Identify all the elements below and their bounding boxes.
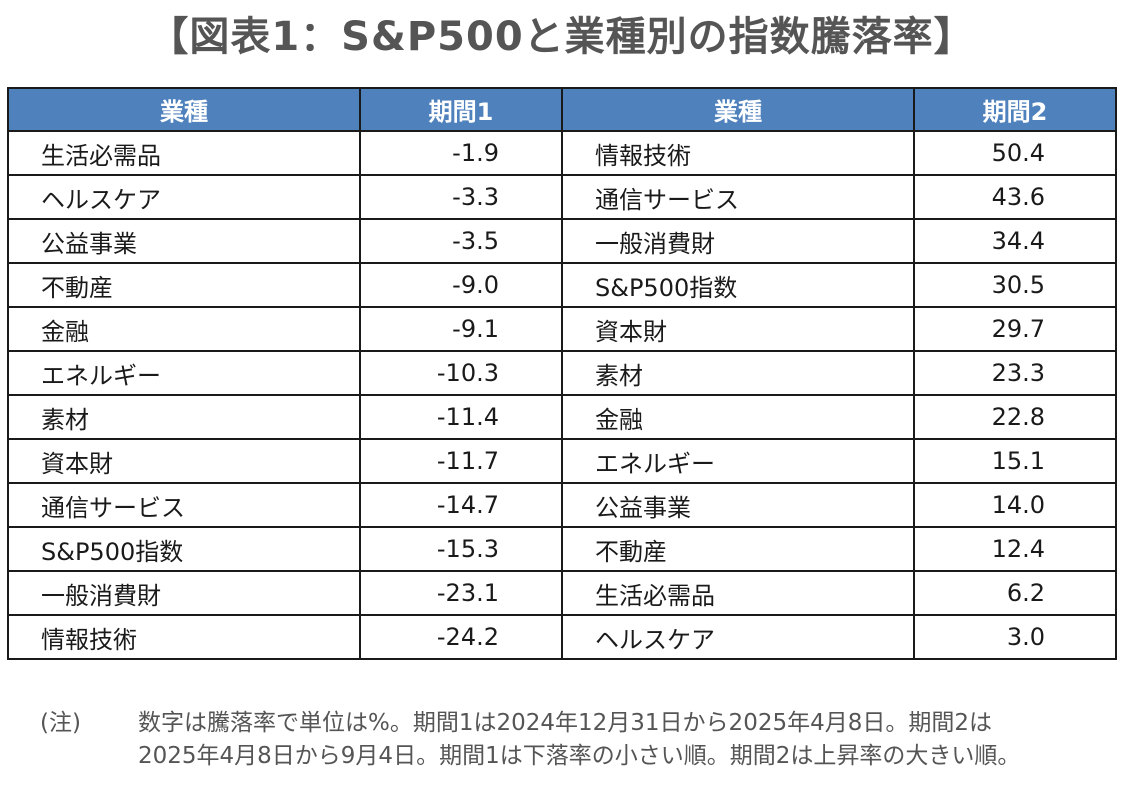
sector-performance-table: 業種 期間1 業種 期間2 生活必需品 -1.9 情報技術 50.4 ヘルスケア -3.3… xyxy=(7,87,1117,660)
value-cell-period-2: 14.0 xyxy=(913,482,1117,528)
sector-cell-period-2: 通信サービス xyxy=(561,174,915,220)
table-header-row: 業種 期間1 業種 期間2 xyxy=(7,87,1117,132)
value-cell-period-1: -11.4 xyxy=(359,394,563,440)
footnote-text: 数字は騰落率で単位は%。期間1は2024年12月31日から2025年4月8日。期… xyxy=(138,707,1123,773)
value-cell-period-2: 50.4 xyxy=(913,130,1117,176)
value-cell-period-1: -10.3 xyxy=(359,350,563,396)
value-cell-period-1: -9.1 xyxy=(359,306,563,352)
table-row: 生活必需品 -1.9 情報技術 50.4 xyxy=(7,130,1117,176)
value-cell-period-2: 15.1 xyxy=(913,438,1117,484)
value-cell-period-2: 22.8 xyxy=(913,394,1117,440)
value-cell-period-1: -14.7 xyxy=(359,482,563,528)
value-cell-period-2: 12.4 xyxy=(913,526,1117,572)
page-title: 【図表1：S&P500と業種別の指数騰落率】 xyxy=(148,14,975,60)
sector-cell-period-1: 素材 xyxy=(7,394,361,440)
table-row: 情報技術 -24.2 ヘルスケア 3.0 xyxy=(7,614,1117,660)
table-row: 素材 -11.4 金融 22.8 xyxy=(7,394,1117,440)
sector-cell-period-1: S&P500指数 xyxy=(7,526,361,572)
table-row: ヘルスケア -3.3 通信サービス 43.6 xyxy=(7,174,1117,220)
value-cell-period-2: 29.7 xyxy=(913,306,1117,352)
sector-cell-period-2: ヘルスケア xyxy=(561,614,915,660)
value-cell-period-2: 34.4 xyxy=(913,218,1117,264)
value-cell-period-1: -11.7 xyxy=(359,438,563,484)
sector-cell-period-2: 一般消費財 xyxy=(561,218,915,264)
footnote-mark: (注) xyxy=(40,710,81,736)
sector-cell-period-2: 資本財 xyxy=(561,306,915,352)
sector-cell-period-2: S&P500指数 xyxy=(561,262,915,308)
table-row: 通信サービス -14.7 公益事業 14.0 xyxy=(7,482,1117,528)
value-cell-period-1: -24.2 xyxy=(359,614,563,660)
sector-cell-period-1: 通信サービス xyxy=(7,482,361,528)
value-cell-period-2: 30.5 xyxy=(913,262,1117,308)
table-row: 金融 -9.1 資本財 29.7 xyxy=(7,306,1117,352)
value-cell-period-1: -3.3 xyxy=(359,174,563,220)
value-cell-period-1: -23.1 xyxy=(359,570,563,616)
footnote-line-2: 2025年4月8日から9月4日。期間1は下落率の小さい順。期間2は上昇率の大きい… xyxy=(138,743,1021,769)
footnote-line-1: 数字は騰落率で単位は%。期間1は2024年12月31日から2025年4月8日。期… xyxy=(138,710,992,736)
sector-cell-period-1: 公益事業 xyxy=(7,218,361,264)
sector-cell-period-2: 情報技術 xyxy=(561,130,915,176)
sector-cell-period-1: 生活必需品 xyxy=(7,130,361,176)
value-cell-period-1: -15.3 xyxy=(359,526,563,572)
sector-cell-period-1: 金融 xyxy=(7,306,361,352)
header-period-2: 期間2 xyxy=(913,87,1117,132)
table-row: S&P500指数 -15.3 不動産 12.4 xyxy=(7,526,1117,572)
sector-cell-period-2: 金融 xyxy=(561,394,915,440)
table-body: 生活必需品 -1.9 情報技術 50.4 ヘルスケア -3.3 通信サービス 43.6 公益事業… xyxy=(7,130,1117,660)
sector-cell-period-2: 生活必需品 xyxy=(561,570,915,616)
sector-cell-period-1: ヘルスケア xyxy=(7,174,361,220)
table-row: 公益事業 -3.5 一般消費財 34.4 xyxy=(7,218,1117,264)
value-cell-period-2: 6.2 xyxy=(913,570,1117,616)
value-cell-period-2: 3.0 xyxy=(913,614,1117,660)
table-row: エネルギー -10.3 素材 23.3 xyxy=(7,350,1117,396)
sector-cell-period-1: 一般消費財 xyxy=(7,570,361,616)
value-cell-period-1: -3.5 xyxy=(359,218,563,264)
value-cell-period-2: 43.6 xyxy=(913,174,1117,220)
sector-cell-period-2: 不動産 xyxy=(561,526,915,572)
sector-cell-period-1: エネルギー xyxy=(7,350,361,396)
value-cell-period-1: -9.0 xyxy=(359,262,563,308)
header-sector-1: 業種 xyxy=(7,87,361,132)
sector-cell-period-1: 情報技術 xyxy=(7,614,361,660)
sector-cell-period-2: 公益事業 xyxy=(561,482,915,528)
value-cell-period-1: -1.9 xyxy=(359,130,563,176)
sector-cell-period-1: 不動産 xyxy=(7,262,361,308)
value-cell-period-2: 23.3 xyxy=(913,350,1117,396)
table-row: 資本財 -11.7 エネルギー 15.1 xyxy=(7,438,1117,484)
header-period-1: 期間1 xyxy=(359,87,563,132)
table-row: 不動産 -9.0 S&P500指数 30.5 xyxy=(7,262,1117,308)
sector-cell-period-2: 素材 xyxy=(561,350,915,396)
header-sector-2: 業種 xyxy=(561,87,915,132)
sector-cell-period-1: 資本財 xyxy=(7,438,361,484)
sector-cell-period-2: エネルギー xyxy=(561,438,915,484)
table-row: 一般消費財 -23.1 生活必需品 6.2 xyxy=(7,570,1117,616)
